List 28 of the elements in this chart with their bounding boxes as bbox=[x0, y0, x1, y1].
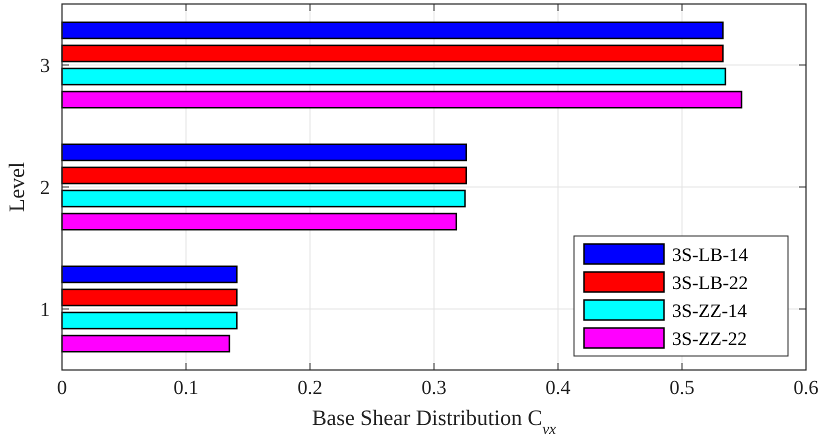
bar bbox=[61, 266, 238, 284]
legend-label: 3S-LB-14 bbox=[672, 245, 748, 266]
bar bbox=[61, 190, 466, 208]
y-tick-label: 1 bbox=[40, 299, 50, 321]
legend-label: 3S-ZZ-22 bbox=[672, 329, 747, 350]
bar bbox=[61, 90, 742, 108]
bar bbox=[61, 166, 467, 184]
x-tick-label: 0.1 bbox=[174, 377, 198, 399]
bar bbox=[61, 312, 238, 330]
bar bbox=[61, 68, 726, 86]
x-tick-label: 0.4 bbox=[546, 377, 570, 399]
legend-label: 3S-LB-22 bbox=[672, 273, 748, 294]
x-tick-label: 0 bbox=[57, 377, 67, 399]
bar bbox=[61, 288, 238, 306]
x-axis-title: Base Shear Distribution C$_{vx}$ bbox=[312, 405, 556, 438]
bar bbox=[61, 22, 724, 40]
x-tick-label: 0.3 bbox=[422, 377, 446, 399]
bar bbox=[61, 212, 458, 230]
y-axis-title: Level bbox=[4, 162, 29, 212]
bar bbox=[61, 334, 230, 352]
x-tick-label: 0.5 bbox=[670, 377, 694, 399]
y-tick-label: 3 bbox=[40, 55, 50, 77]
x-tick-label: 0.6 bbox=[794, 377, 818, 399]
legend-label: 3S-ZZ-14 bbox=[672, 301, 748, 322]
bar bbox=[61, 44, 724, 62]
x-tick-label: 0.2 bbox=[298, 377, 322, 399]
y-tick-label: 2 bbox=[40, 177, 50, 199]
bar bbox=[61, 144, 467, 162]
